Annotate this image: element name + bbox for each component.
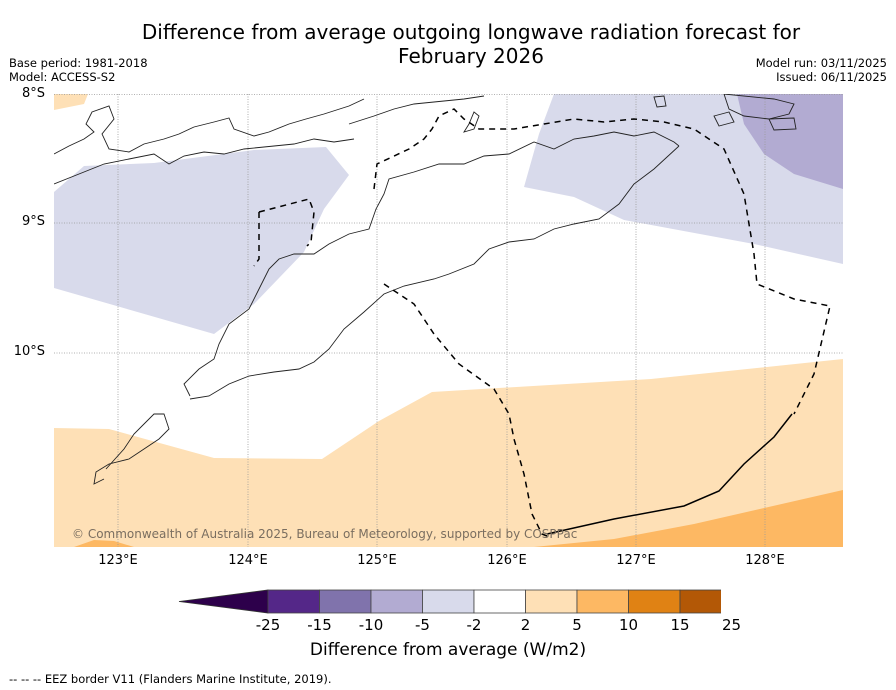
colorbar-segment [422, 589, 475, 614]
eez-border-north [373, 108, 831, 415]
colorbar-tick-label: -10 [358, 616, 384, 634]
colorbar-segment [267, 589, 320, 614]
model-run: Model run: 03/11/2025 [755, 56, 887, 70]
region-above-2-5-south [54, 359, 843, 547]
coastline-sumba [93, 413, 170, 485]
colorbar-tick-label: -25 [255, 616, 281, 634]
lon-label-124e: 124°E [228, 553, 268, 568]
region-below-10-15-northeast [737, 94, 843, 189]
eez-border-south [383, 283, 548, 537]
coastlines [54, 94, 797, 485]
lon-label-123e: 123°E [98, 553, 138, 568]
colorbar-segment [525, 589, 578, 614]
gridlines [54, 94, 843, 547]
colorbar-segment [473, 589, 526, 614]
meta-left: Base period: 1981-2018 Model: ACCESS-S2 [9, 56, 148, 84]
colorbar-segment [576, 589, 629, 614]
lon-label-127e: 127°E [616, 553, 656, 568]
colorbar-tick-label: 2 [520, 616, 531, 634]
coastline-flores-south [54, 138, 355, 185]
region-above-5-10-southwest [74, 540, 134, 547]
eez-border-west-box [253, 212, 260, 267]
coastline-island-small-2 [768, 117, 797, 131]
lon-label-128e: 128°E [745, 553, 785, 568]
colorbar-segment [370, 589, 423, 614]
colorbar-tick-label: 10 [618, 616, 639, 634]
colorbar-tick-label: 15 [670, 616, 690, 634]
region-below-2-5-west [54, 147, 349, 334]
lat-label-9s: 9°S [21, 214, 45, 229]
coastline-timor-south [189, 145, 680, 400]
colorbar-title: Difference from average (W/m2) [309, 640, 587, 660]
copyright-notice: © Commonwealth of Australia 2025, Bureau… [72, 527, 578, 541]
coastline-island-atauro [462, 111, 480, 133]
region-above-5-10-southeast [534, 490, 843, 547]
lon-label-126e: 126°E [487, 553, 527, 568]
coastline-timor-north [183, 131, 680, 397]
colorbar-segment [628, 589, 681, 614]
title-line-1: Difference from average outgoing longwav… [141, 20, 801, 44]
lat-label-10s: 10°S [13, 344, 45, 359]
eez-borders [253, 108, 831, 537]
issued-date: Issued: 06/11/2025 [776, 70, 887, 84]
meta-right: Model run: 03/11/2025 Issued: 06/11/2025 [756, 56, 887, 84]
model-name: Model: ACCESS-S2 [9, 70, 116, 84]
colorbar-tick-label: -5 [415, 616, 430, 634]
coastline-island-small-3 [653, 95, 667, 108]
colorbar-tick-label: -15 [307, 616, 332, 634]
coastline-flores-north [54, 98, 365, 155]
lon-label-125e: 125°E [357, 553, 397, 568]
eez-border-west-box-top [258, 198, 315, 247]
colorbar-tick-label: -2 [466, 616, 482, 634]
map-svg [54, 94, 843, 547]
colorbar-tick-label: 25 [721, 616, 742, 634]
region-above-2-5-northwest [54, 94, 88, 110]
coastline-island-small-1 [713, 111, 735, 127]
colorbar-segment [319, 589, 372, 614]
eez-footnote: -- -- -- EEZ border V11 (Flanders Marine… [9, 672, 332, 686]
lat-label-8s: 8°S [21, 86, 45, 101]
map-title: Difference from average outgoing longwav… [0, 20, 896, 68]
coastline-island-wetar [723, 94, 795, 120]
eez-border-solid-south [546, 413, 793, 535]
map-plot-area [54, 94, 843, 547]
base-period: Base period: 1981-2018 [9, 56, 148, 70]
colorbar-tick-label: 5 [572, 616, 582, 634]
colorbar-segment [679, 589, 721, 614]
colorbar-under-arrow [178, 589, 269, 614]
title-line-2: February 2026 [398, 44, 544, 68]
colorbar [178, 589, 721, 614]
coastline-island-alor [348, 95, 485, 125]
